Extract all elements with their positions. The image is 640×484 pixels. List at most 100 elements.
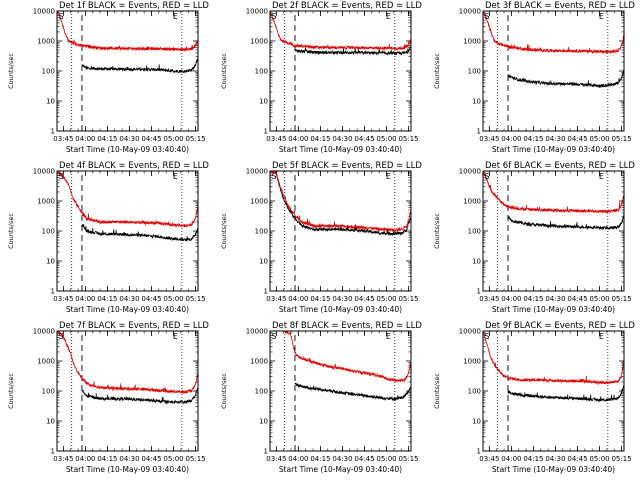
detector-panel-1: Det 1f BLACK = Events, RED = LLD Counts/s… [7,1,209,154]
x-tick-label: 04:00 [75,455,95,463]
start-marker-label: S [272,172,277,181]
panel-title: Det 9f BLACK = Events, RED = LLD [485,321,635,331]
start-marker-label: S [272,12,277,21]
detector-panel-2: Det 2f BLACK = Events, RED = LLD Counts/s… [220,1,422,154]
x-tick-label: 05:00 [589,455,609,463]
x-tick-label: 04:45 [141,135,161,143]
x-tick-label: 04:45 [567,135,587,143]
y-tick-label: 1000 [463,358,481,366]
x-axis-label: Start Time (10-May-09 03:40:40) [492,305,615,314]
x-tick-label: 05:00 [589,295,609,303]
panel-title: Det 7f BLACK = Events, RED = LLD [59,321,209,331]
x-tick-label: 04:00 [288,135,308,143]
x-tick-label: 04:15 [310,135,330,143]
detector-panel-8: Det 8f BLACK = Events, RED = LLD Counts/s… [220,321,422,474]
series-line-lld [270,170,412,233]
plot-frame [482,170,625,292]
end-marker-label: E [386,332,391,341]
x-tick-label: 04:30 [332,455,352,463]
x-tick-label: 04:30 [119,295,139,303]
start-marker-label: S [59,12,64,21]
series-line-lld [482,170,625,214]
plot-frame [56,330,199,452]
x-tick-label: 04:00 [501,455,521,463]
y-tick-label: 10000 [33,8,55,16]
detector-panel-9: Det 9f BLACK = Events, RED = LLD Counts/s… [433,321,635,474]
plot-frame [269,10,412,132]
x-tick-label: 03:45 [479,135,499,143]
y-tick-label: 10 [46,418,55,426]
panel-title: Det 6f BLACK = Events, RED = LLD [485,161,635,171]
x-tick-label: 05:15 [185,455,205,463]
y-tick-label: 1000 [250,358,268,366]
start-marker-label: S [59,332,64,341]
y-tick-label: 1 [51,288,55,296]
x-tick-label: 03:45 [53,295,73,303]
x-axis-label: Start Time (10-May-09 03:40:40) [66,145,189,154]
y-tick-label: 1 [477,288,481,296]
panel-title: Det 4f BLACK = Events, RED = LLD [59,161,209,171]
y-tick-label: 10 [472,98,481,106]
x-tick-label: 04:45 [567,455,587,463]
y-tick-label: 10 [259,98,268,106]
series-line-lld [482,10,625,55]
y-tick-label: 100 [42,228,55,236]
x-tick-label: 05:15 [185,295,205,303]
x-tick-label: 05:00 [589,135,609,143]
detector-panel-7: Det 7f BLACK = Events, RED = LLD Counts/s… [7,321,209,474]
x-tick-label: 04:00 [75,295,95,303]
end-marker-label: E [173,12,178,21]
x-tick-label: 05:15 [398,455,418,463]
x-tick-label: 04:15 [523,455,543,463]
panel-title: Det 8f BLACK = Events, RED = LLD [272,321,422,331]
x-tick-label: 04:15 [523,295,543,303]
x-tick-label: 03:45 [479,295,499,303]
x-tick-label: 04:15 [310,295,330,303]
x-tick-label: 04:30 [332,135,352,143]
y-tick-label: 1 [264,288,268,296]
start-marker-label: S [485,332,490,341]
y-tick-label: 1 [264,128,268,136]
detector-panel-6: Det 6f BLACK = Events, RED = LLD Counts/s… [433,161,635,314]
x-tick-label: 05:00 [376,295,396,303]
y-tick-label: 100 [255,228,268,236]
y-tick-label: 10000 [246,8,268,16]
x-tick-label: 05:15 [398,295,418,303]
y-tick-label: 10 [259,418,268,426]
x-tick-label: 04:15 [523,135,543,143]
x-tick-label: 04:15 [97,295,117,303]
plot-frame [56,170,199,292]
x-tick-label: 04:45 [141,455,161,463]
panel-title: Det 5f BLACK = Events, RED = LLD [272,161,422,171]
end-marker-label: E [386,12,391,21]
detector-panel-4: Det 4f BLACK = Events, RED = LLD Counts/s… [7,161,209,314]
x-axis-label: Start Time (10-May-09 03:40:40) [66,465,189,474]
x-tick-label: 04:30 [119,455,139,463]
y-tick-label: 1 [51,128,55,136]
end-marker-label: E [599,332,604,341]
plot-frame [482,330,625,452]
y-tick-label: 10000 [459,328,481,336]
y-tick-label: 10000 [33,168,55,176]
plot-frame [269,330,412,452]
y-tick-label: 1 [477,128,481,136]
x-tick-label: 04:45 [354,455,374,463]
x-tick-label: 04:45 [354,295,374,303]
series-line-events [294,382,412,402]
x-tick-label: 04:00 [501,295,521,303]
end-marker-label: E [599,12,604,21]
y-tick-label: 10 [259,258,268,266]
y-tick-label: 10 [46,98,55,106]
y-tick-label: 1000 [250,198,268,206]
start-marker-label: S [485,12,490,21]
series-line-lld [56,170,199,228]
x-tick-label: 05:00 [376,455,396,463]
y-axis-label: Counts/sec [433,53,441,89]
series-line-events [507,385,625,403]
x-axis-label: Start Time (10-May-09 03:40:40) [492,145,615,154]
y-tick-label: 1 [264,448,268,456]
plot-frame [56,10,199,132]
y-axis-label: Counts/sec [433,213,441,249]
y-tick-label: 1000 [463,198,481,206]
